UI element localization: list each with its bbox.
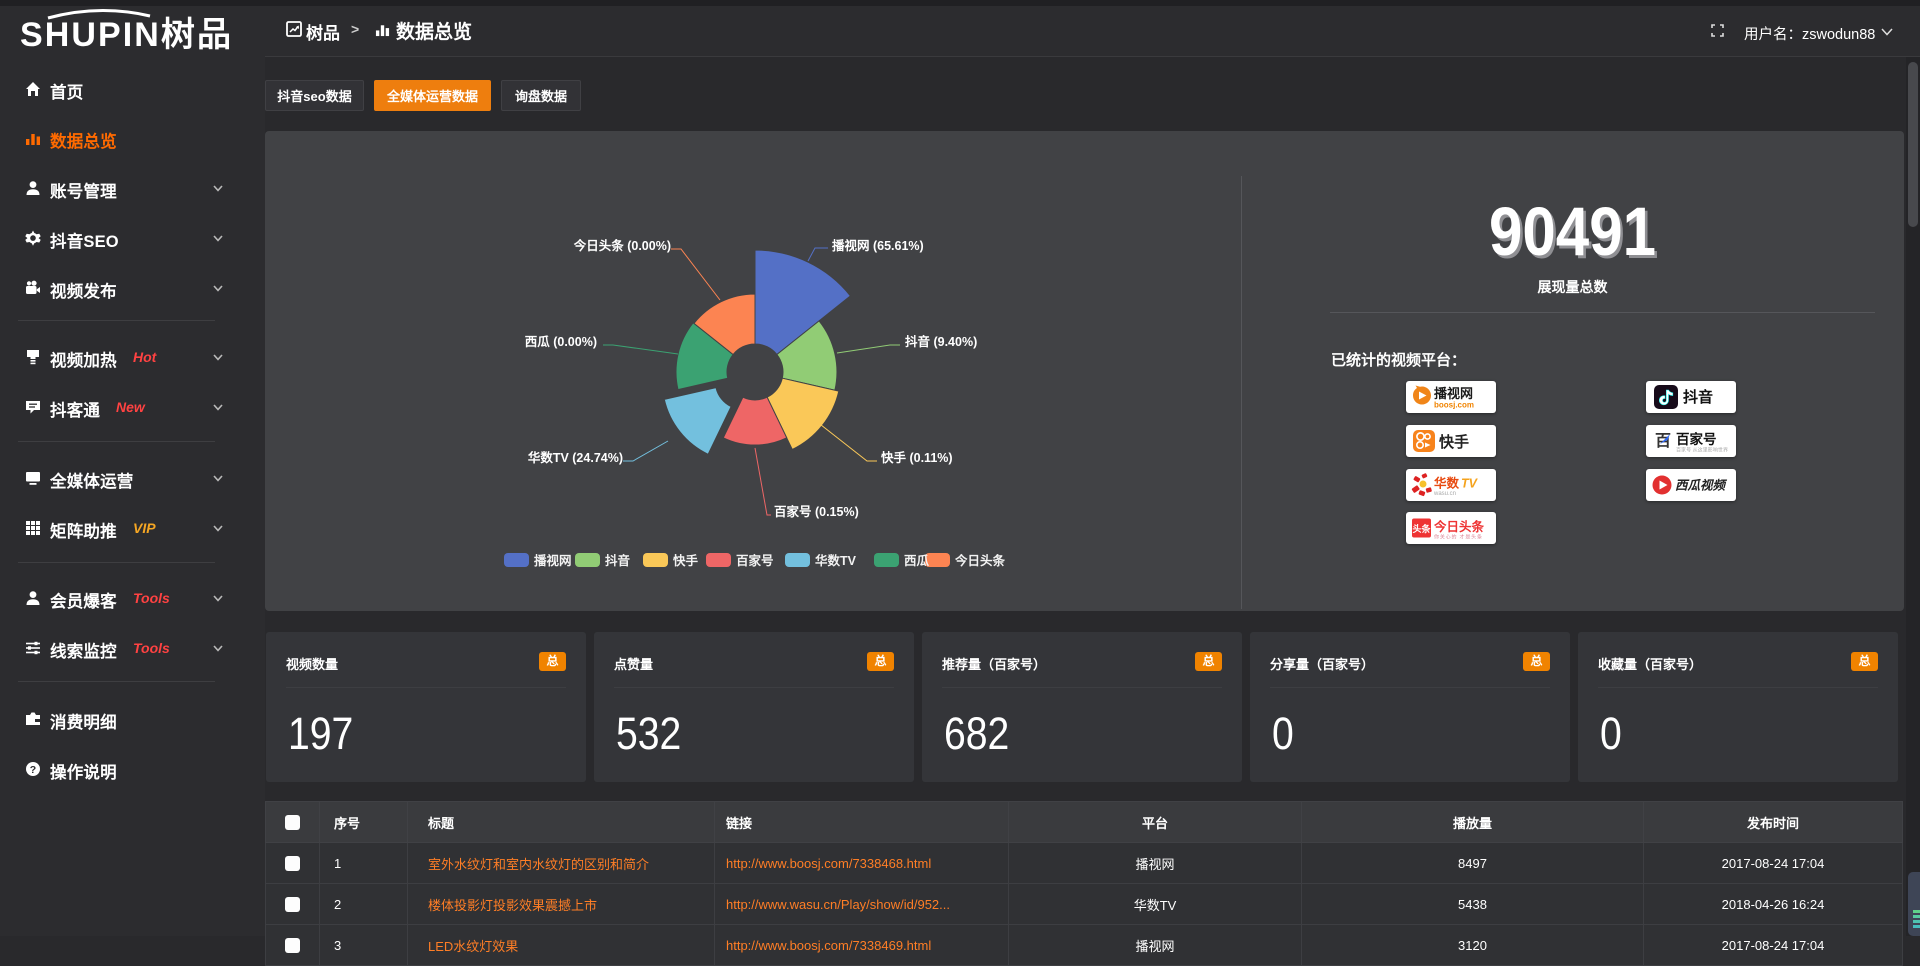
svg-text:抖音: 抖音 — [605, 553, 631, 568]
svg-text:百家号 (0.15%): 百家号 (0.15%) — [774, 504, 859, 519]
svg-text:今日头条: 今日头条 — [1433, 519, 1485, 534]
svg-text:华数TV (24.74%): 华数TV (24.74%) — [528, 450, 623, 465]
svg-text:TV: TV — [1461, 477, 1479, 491]
svg-text:boosj.com: boosj.com — [1434, 401, 1474, 410]
svg-text:快手: 快手 — [1439, 433, 1469, 451]
svg-text:百家号: 百家号 — [1676, 431, 1717, 447]
svg-text:SHUPIN树品: SHUPIN树品 — [20, 16, 230, 52]
svg-text:今日头条 (0.00%): 今日头条 (0.00%) — [573, 238, 671, 253]
svg-text:播视网 (65.61%): 播视网 (65.61%) — [832, 238, 924, 253]
svg-text:西瓜视频: 西瓜视频 — [1675, 479, 1728, 493]
svg-text:你关心的 才是头条: 你关心的 才是头条 — [1434, 534, 1482, 541]
svg-text:播视网: 播视网 — [534, 553, 572, 568]
svg-text:快手 (0.11%): 快手 (0.11%) — [881, 450, 953, 465]
svg-text:西瓜 (0.00%): 西瓜 (0.00%) — [525, 335, 597, 349]
svg-text:抖音 (9.40%): 抖音 (9.40%) — [905, 334, 977, 349]
svg-text:今日头条: 今日头条 — [954, 553, 1006, 568]
svg-text:华数TV: 华数TV — [815, 553, 857, 568]
svg-text:西瓜: 西瓜 — [904, 554, 930, 568]
svg-text:?: ? — [30, 764, 36, 776]
svg-text:头条: 头条 — [1412, 523, 1431, 534]
svg-text:wasu.cn: wasu.cn — [1433, 491, 1456, 497]
svg-text:百家号: 百家号 — [736, 553, 774, 568]
svg-text:百家号 从这里影响世界: 百家号 从这里影响世界 — [1676, 447, 1728, 454]
svg-text:华数: 华数 — [1434, 476, 1460, 491]
svg-text:播视网: 播视网 — [1434, 386, 1473, 401]
svg-text:快手: 快手 — [673, 553, 699, 568]
svg-text:抖音: 抖音 — [1683, 388, 1713, 406]
